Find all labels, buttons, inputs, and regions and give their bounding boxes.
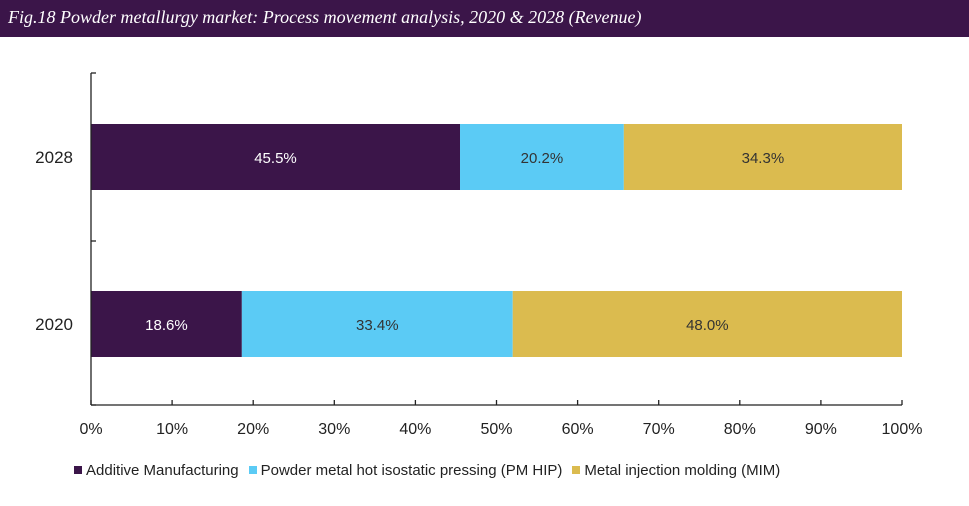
category-label-2020: 2020	[35, 315, 73, 334]
x-tick-label-9: 90%	[805, 421, 837, 438]
bar-2028-series-1	[460, 124, 624, 190]
figure-title-bar: Fig.18 Powder metallurgy market: Process…	[0, 0, 969, 37]
x-tick-label-1: 10%	[156, 421, 188, 438]
data-label-2028-series-1: 20.2%	[521, 150, 564, 167]
legend-swatch-2	[572, 466, 581, 474]
legend-item-2: Metal injection molding (MIM)	[572, 462, 780, 479]
x-tick-label-8: 80%	[724, 421, 756, 438]
x-tick-label-0: 0%	[79, 421, 102, 438]
bar-2020-series-0	[91, 291, 242, 357]
data-label-2028-series-0: 45.5%	[254, 150, 297, 167]
x-tick-label-6: 60%	[562, 421, 594, 438]
legend-label-0: Additive Manufacturing	[86, 461, 239, 479]
data-label-2028-series-2: 34.3%	[742, 150, 785, 167]
legend-item-0: Additive Manufacturing	[74, 462, 239, 479]
chart-legend: Additive Manufacturing Powder metal hot i…	[74, 461, 790, 479]
bar-2028-series-2	[623, 124, 902, 190]
legend-swatch-1	[248, 466, 257, 474]
bar-2020-series-1	[241, 291, 513, 357]
legend-label-2: Metal injection molding (MIM)	[584, 461, 781, 479]
x-tick-label-2: 20%	[237, 421, 269, 438]
legend-label-1: Powder metal hot isostatic pressing (PM …	[260, 461, 563, 479]
category-label-2028: 2028	[35, 148, 73, 167]
legend-item-1: Powder metal hot isostatic pressing (PM …	[248, 461, 563, 479]
x-tick-label-4: 40%	[399, 421, 431, 438]
bar-2028-series-0	[91, 124, 461, 190]
x-tick-label-3: 30%	[318, 421, 350, 438]
figure-title: Fig.18 Powder metallurgy market: Process…	[8, 7, 642, 27]
data-label-2020-series-0: 18.6%	[145, 317, 188, 334]
stacked-bar-chart: 45.5% 20.2% 34.3% 2028 18.6% 33.4% 48.0% 2020 0%…	[35, 72, 923, 438]
x-tick-label-7: 70%	[643, 421, 675, 438]
legend-swatch-0	[74, 466, 82, 474]
bar-2020-series-2	[512, 291, 902, 357]
x-tick-label-5: 50%	[480, 421, 512, 438]
data-label-2020-series-1: 33.4%	[356, 317, 399, 334]
x-tick-label-10: 100%	[882, 421, 923, 438]
data-label-2020-series-2: 48.0%	[686, 317, 729, 334]
